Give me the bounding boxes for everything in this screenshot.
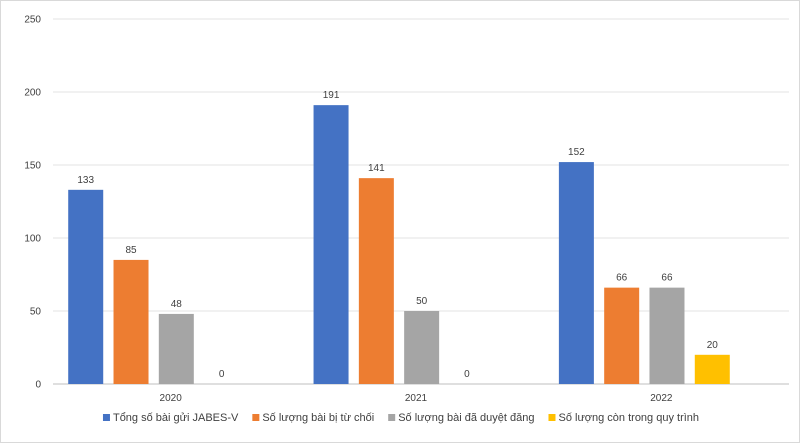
data-label: 66 xyxy=(616,273,628,284)
legend-item[interactable]: Tổng số bài gửi JABES-V xyxy=(102,412,239,424)
data-label: 85 xyxy=(125,245,137,256)
bar[interactable] xyxy=(604,287,640,384)
y-axis-tick-labels: 0 50 100 150 200 250 xyxy=(24,15,41,391)
legend-swatch xyxy=(102,414,110,421)
legend-item[interactable]: Số lượng bài bị từ chối xyxy=(252,412,374,424)
data-label: 20 xyxy=(707,340,719,351)
x-tick-label: 2021 xyxy=(405,393,428,404)
y-tick-label: 50 xyxy=(30,307,42,318)
bar[interactable] xyxy=(358,178,394,384)
y-tick-label: 200 xyxy=(24,88,41,99)
y-tick-label: 0 xyxy=(35,380,41,391)
legend[interactable]: Tổng số bài gửi JABES-V Số lượng bài bị t… xyxy=(102,412,699,424)
bar[interactable] xyxy=(313,105,349,384)
data-label: 152 xyxy=(568,147,585,158)
bar[interactable] xyxy=(113,259,149,384)
y-tick-label: 100 xyxy=(24,234,41,245)
bar-series xyxy=(68,105,730,384)
bar[interactable] xyxy=(694,354,730,384)
bar[interactable] xyxy=(558,162,594,384)
data-label: 191 xyxy=(323,90,340,101)
data-label: 50 xyxy=(416,296,428,307)
x-tick-label: 2022 xyxy=(650,393,673,404)
data-label: 141 xyxy=(368,163,385,174)
legend-label: Số lượng bài đã duyệt đăng xyxy=(398,412,534,424)
bar[interactable] xyxy=(649,287,685,384)
y-tick-label: 250 xyxy=(24,15,41,26)
y-tick-label: 150 xyxy=(24,161,41,172)
bar[interactable] xyxy=(158,313,194,384)
bar[interactable] xyxy=(68,189,104,384)
legend-swatch xyxy=(548,414,556,421)
data-label: 66 xyxy=(661,273,673,284)
data-labels: 133 85 48 0 191 141 50 0 152 66 66 20 xyxy=(77,90,718,380)
data-label: 0 xyxy=(219,369,225,380)
data-label: 0 xyxy=(464,369,470,380)
legend-label: Tổng số bài gửi JABES-V xyxy=(113,412,239,424)
legend-label: Số lượng còn trong quy trình xyxy=(558,412,699,424)
bar[interactable] xyxy=(404,311,440,384)
data-label: 133 xyxy=(77,175,94,186)
data-label: 48 xyxy=(171,299,183,310)
legend-item[interactable]: Số lượng còn trong quy trình xyxy=(548,412,699,424)
legend-label: Số lượng bài bị từ chối xyxy=(262,412,374,424)
x-axis-tick-labels: 2020 2021 2022 xyxy=(160,393,673,404)
legend-item[interactable]: Số lượng bài đã duyệt đăng xyxy=(388,412,534,424)
legend-swatch xyxy=(388,414,396,421)
x-tick-label: 2020 xyxy=(160,393,183,404)
legend-swatch xyxy=(252,414,260,421)
